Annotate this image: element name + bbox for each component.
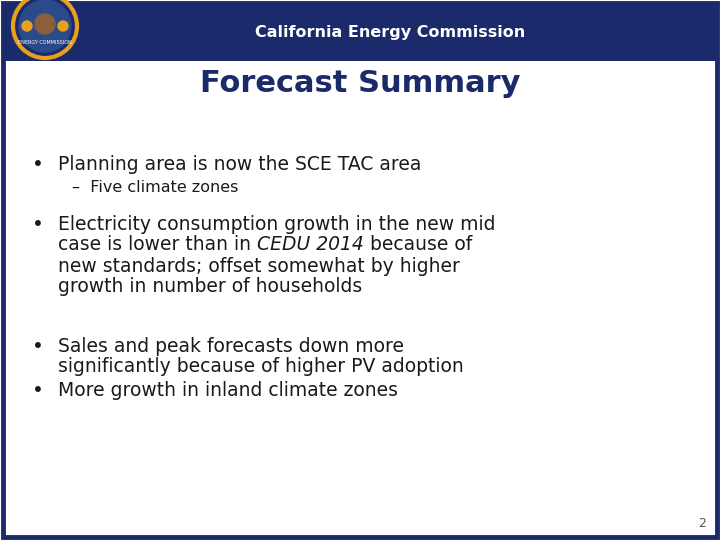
Circle shape [19, 0, 71, 52]
Text: growth in number of households: growth in number of households [58, 278, 362, 296]
Text: Sales and peak forecasts down more: Sales and peak forecasts down more [58, 336, 404, 355]
Text: ENERGY COMMISSION: ENERGY COMMISSION [18, 39, 72, 44]
Circle shape [58, 21, 68, 31]
Text: More growth in inland climate zones: More growth in inland climate zones [58, 381, 398, 400]
Text: California Energy Commission: California Energy Commission [255, 24, 525, 39]
Text: significantly because of higher PV adoption: significantly because of higher PV adopt… [58, 357, 464, 376]
Text: –  Five climate zones: – Five climate zones [72, 180, 238, 195]
Circle shape [35, 14, 55, 34]
Text: Electricity consumption growth in the new mid: Electricity consumption growth in the ne… [58, 214, 495, 233]
Circle shape [22, 21, 32, 31]
FancyBboxPatch shape [3, 3, 717, 537]
Text: Planning area is now the SCE TAC area: Planning area is now the SCE TAC area [58, 156, 421, 174]
Circle shape [13, 0, 77, 58]
Text: •: • [32, 214, 44, 233]
Text: •: • [32, 156, 44, 174]
Text: •: • [32, 381, 44, 400]
Text: because of: because of [364, 235, 472, 254]
Text: CEDU 2014: CEDU 2014 [257, 235, 364, 254]
Text: 2: 2 [698, 517, 706, 530]
Bar [3, 3, 717, 61]
Text: case is lower than in: case is lower than in [58, 235, 257, 254]
Text: new standards; offset somewhat by higher: new standards; offset somewhat by higher [58, 256, 460, 275]
Text: Forecast Summary: Forecast Summary [199, 70, 521, 98]
Text: •: • [32, 336, 44, 355]
